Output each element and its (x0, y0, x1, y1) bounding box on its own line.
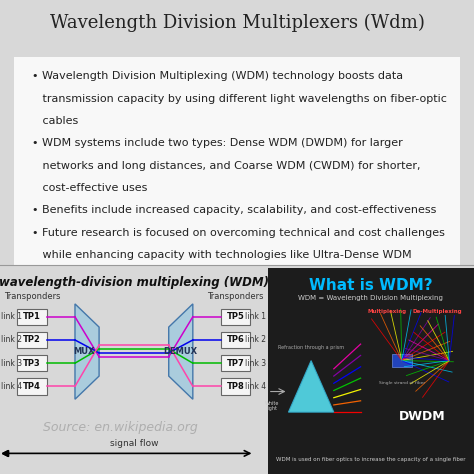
Text: • Future research is focused on overcoming technical and cost challenges: • Future research is focused on overcomi… (32, 228, 445, 237)
FancyBboxPatch shape (264, 264, 474, 474)
Text: MUX: MUX (73, 347, 95, 356)
Text: Transponders: Transponders (4, 292, 60, 301)
Text: Transponders: Transponders (208, 292, 264, 301)
Text: networks and long distances, and Coarse WDM (CWDM) for shorter,: networks and long distances, and Coarse … (32, 161, 420, 171)
Polygon shape (75, 304, 99, 399)
Text: WDM is used on fiber optics to increase the capacity of a single fiber: WDM is used on fiber optics to increase … (276, 456, 465, 462)
Text: signal flow: signal flow (109, 438, 158, 447)
Text: • Benefits include increased capacity, scalability, and cost-effectiveness: • Benefits include increased capacity, s… (32, 205, 437, 215)
Text: DEMUX: DEMUX (164, 347, 198, 356)
Text: TP1: TP1 (23, 312, 41, 321)
FancyBboxPatch shape (18, 378, 47, 395)
Text: transmission capacity by using different light wavelengths on fiber-optic: transmission capacity by using different… (32, 94, 447, 104)
Text: TP7: TP7 (227, 359, 245, 368)
Text: cost-effective uses: cost-effective uses (32, 183, 147, 193)
Polygon shape (288, 361, 334, 412)
FancyBboxPatch shape (18, 309, 47, 325)
Text: Single strand of fiber: Single strand of fiber (379, 381, 425, 385)
Text: cables: cables (32, 116, 78, 126)
Text: TP2: TP2 (23, 336, 41, 345)
Text: link 3: link 3 (246, 359, 266, 368)
FancyBboxPatch shape (221, 332, 250, 348)
Text: White
light: White light (265, 401, 279, 411)
FancyBboxPatch shape (221, 378, 250, 395)
Text: • Wavelength Division Multiplexing (WDM) technology boosts data: • Wavelength Division Multiplexing (WDM)… (32, 72, 403, 82)
Text: wavelength-division multiplexing (WDM): wavelength-division multiplexing (WDM) (0, 275, 269, 289)
Text: Source: en.wikipedia.org: Source: en.wikipedia.org (43, 421, 198, 434)
Text: link 1: link 1 (1, 312, 22, 321)
FancyBboxPatch shape (18, 332, 47, 348)
Bar (392, 355, 412, 367)
FancyBboxPatch shape (221, 309, 250, 325)
Text: link 3: link 3 (1, 359, 22, 368)
Text: TP6: TP6 (227, 336, 245, 345)
FancyBboxPatch shape (221, 355, 250, 372)
Text: Multiplexing: Multiplexing (368, 309, 407, 314)
Text: WDM = Wavelength Division Multiplexing: WDM = Wavelength Division Multiplexing (299, 295, 443, 301)
Text: link 1: link 1 (246, 312, 266, 321)
Text: • WDM systems include two types: Dense WDM (DWDM) for larger: • WDM systems include two types: Dense W… (32, 138, 403, 148)
Text: Wavelength Division Multiplexers (Wdm): Wavelength Division Multiplexers (Wdm) (50, 14, 424, 32)
Text: TP3: TP3 (23, 359, 41, 368)
FancyBboxPatch shape (0, 46, 474, 276)
Text: TP4: TP4 (23, 382, 41, 391)
FancyBboxPatch shape (18, 355, 47, 372)
Text: link 2: link 2 (1, 336, 22, 345)
Text: TP8: TP8 (227, 382, 245, 391)
Text: link 2: link 2 (246, 336, 266, 345)
Text: De-Multiplexing: De-Multiplexing (412, 309, 462, 314)
Text: TP5: TP5 (227, 312, 245, 321)
Polygon shape (169, 304, 193, 399)
Text: What is WDM?: What is WDM? (309, 278, 433, 293)
Text: while enhancing capacity with technologies like Ultra-Dense WDM: while enhancing capacity with technologi… (32, 250, 411, 260)
Text: DWDM: DWDM (399, 410, 446, 423)
Text: link 4: link 4 (246, 382, 266, 391)
Text: link 4: link 4 (1, 382, 22, 391)
Text: Refraction through a prism: Refraction through a prism (278, 345, 344, 350)
